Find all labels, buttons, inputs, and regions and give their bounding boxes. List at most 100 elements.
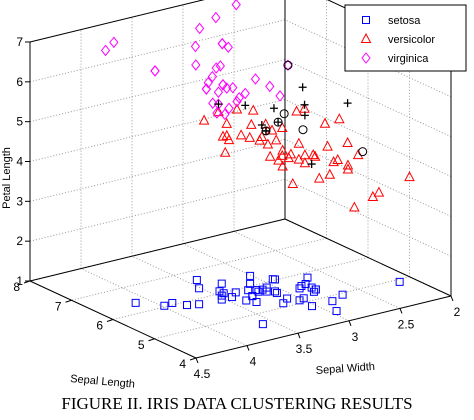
versicolor-point [276, 121, 288, 133]
setosa-point [246, 271, 255, 280]
versicolor-point [235, 129, 247, 140]
legend-label-virginica: virginica [388, 53, 429, 65]
versicolor-point [198, 114, 210, 125]
virginica-point [218, 78, 228, 91]
versicolor-point [244, 131, 256, 142]
setosa-point [258, 285, 267, 294]
virginica-point [283, 59, 293, 72]
versicolor-point [264, 150, 276, 161]
z-tick-label: 6 [16, 75, 23, 89]
z-tick-label: 5 [16, 115, 23, 129]
y-tick [189, 357, 197, 361]
versicolor-point [256, 130, 268, 141]
virginica-point [100, 44, 111, 57]
plus-marker [300, 111, 309, 120]
circle-marker [279, 109, 289, 119]
plus-marker [257, 121, 266, 130]
versicolor-point [277, 160, 288, 171]
z-tick-label: 1 [16, 274, 23, 288]
x-tick-label: 4 [250, 355, 257, 369]
grid-line [80, 268, 248, 347]
versicolor-point [349, 201, 360, 212]
virginica-point [275, 90, 285, 102]
virginica-point [223, 41, 233, 54]
setosa-point [299, 294, 308, 303]
versicolor-point [291, 105, 302, 116]
versicolor-point [276, 149, 288, 160]
circle-marker [298, 125, 308, 135]
versicolor-point [322, 140, 333, 151]
legend-marker-versicolor [360, 32, 372, 43]
grid-line [284, 178, 452, 257]
versicolor-point [277, 144, 288, 155]
versicolor-point [352, 148, 364, 160]
grid-line [29, 178, 286, 242]
grid-line [29, 99, 286, 162]
legend: setosa versicolor virginica [344, 4, 467, 72]
z-tick-label: 4 [16, 155, 23, 169]
virginica-point [220, 108, 230, 121]
setosa-point [160, 301, 169, 310]
versicolor-point [332, 153, 344, 165]
versicolor-point [324, 168, 336, 179]
x-tick-label: 4.5 [194, 367, 211, 381]
setosa-point [215, 287, 224, 296]
top-edge [29, 0, 205, 43]
setosa-point [248, 292, 257, 301]
versicolor-point [266, 124, 278, 135]
floor-edge [29, 218, 286, 282]
setosa-point [295, 296, 304, 305]
y-tick-label: 5 [138, 338, 145, 352]
setosa-point [192, 276, 201, 285]
x-tick [399, 308, 403, 314]
versicolor-point [293, 137, 305, 148]
versicolor-point [287, 177, 299, 188]
grid-line [284, 138, 452, 217]
setosa-point [268, 275, 277, 284]
virginica-point [213, 98, 224, 110]
x-axis-title: Sepal Width [315, 361, 375, 377]
y-tick [106, 319, 114, 322]
setosa-point [217, 291, 226, 300]
versicolor-point [309, 150, 321, 161]
versicolor-point [245, 118, 257, 129]
tick-labels: 2 2.5 3 3.5 4 4.5 4 5 6 7 81 2 3 4 5 6 7 [13, 35, 460, 381]
setosa-point [311, 285, 320, 294]
setosa-point [271, 275, 279, 284]
setosa-point [303, 273, 312, 282]
x-tick-label: 3 [352, 330, 359, 344]
virginica-point [215, 60, 225, 72]
virginica-point [201, 83, 211, 95]
setosa-point [297, 282, 306, 291]
setosa-point [395, 277, 404, 286]
floor-edge [284, 218, 452, 297]
versicolor-point [217, 130, 229, 141]
y-tick-label: 7 [55, 299, 62, 313]
versicolor-point [283, 152, 294, 163]
plus-marker [274, 118, 283, 127]
versicolor-point [342, 163, 354, 174]
setosa-point [338, 290, 347, 299]
grid-line [284, 99, 452, 177]
setosa-point [246, 279, 255, 288]
x-tick-label: 2.5 [398, 317, 415, 331]
virginica-point [211, 11, 221, 24]
virginica-point [240, 87, 250, 100]
circle-marker [358, 147, 368, 157]
setosa-point [309, 287, 318, 296]
virginica-point [231, 0, 241, 11]
virginica-point [203, 76, 213, 89]
versicolor-point [333, 113, 345, 124]
x-tick [450, 295, 454, 302]
setosa-point [271, 287, 279, 296]
figure-caption: FIGURE II. IRIS DATA CLUSTERING RESULTS [61, 394, 413, 413]
virginica-point [250, 73, 261, 85]
virginica-point [234, 92, 244, 104]
virginica-point [265, 80, 275, 93]
virginica-point [208, 97, 218, 110]
versicolor-point [231, 103, 243, 114]
x-tick [246, 345, 250, 351]
plus-marker [298, 83, 307, 92]
x-tick-label: 3.5 [296, 342, 313, 356]
